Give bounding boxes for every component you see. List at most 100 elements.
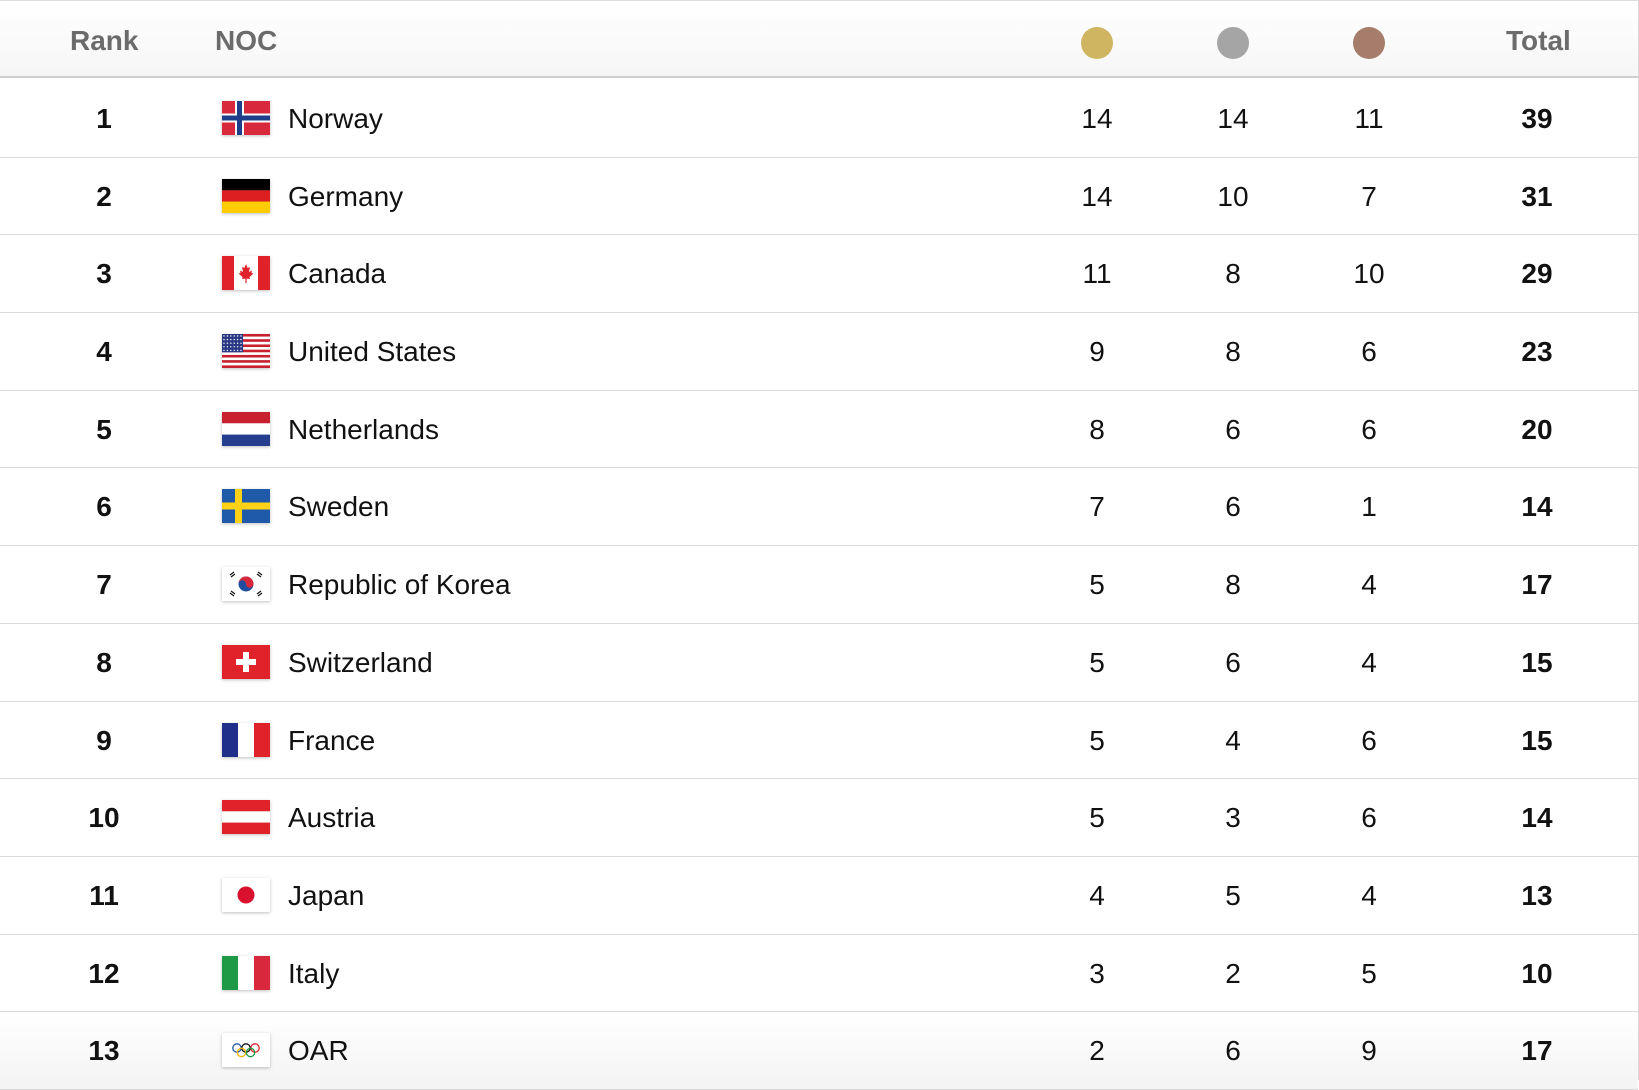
rank-cell: 7 xyxy=(96,569,112,601)
gold-count: 7 xyxy=(1089,491,1105,523)
bronze-count: 6 xyxy=(1361,336,1377,368)
rank-cell: 4 xyxy=(96,336,112,368)
noc-column-header[interactable]: NOC xyxy=(215,25,278,56)
table-row[interactable]: 10 Austria 5 3 6 14 xyxy=(0,779,1638,857)
bronze-count: 11 xyxy=(1354,103,1384,134)
country-name[interactable]: Sweden xyxy=(288,491,390,523)
france-flag-icon xyxy=(222,722,270,757)
silver-count: 8 xyxy=(1225,336,1241,368)
bronze-count: 10 xyxy=(1353,258,1385,290)
total-count: 23 xyxy=(1521,336,1553,368)
bronze-count: 5 xyxy=(1361,957,1377,989)
gold-count: 5 xyxy=(1089,724,1105,756)
table-row[interactable]: 3 Canada 11 8 10 29 xyxy=(0,235,1638,314)
country-name[interactable]: United States xyxy=(288,336,457,368)
silver-count: 2 xyxy=(1225,957,1241,989)
gold-count: 5 xyxy=(1089,802,1105,834)
rank-column-header[interactable]: Rank xyxy=(70,25,139,56)
bronze-count: 6 xyxy=(1361,724,1377,756)
silver-count: 5 xyxy=(1225,879,1241,911)
table-row[interactable]: 1 Norway 14 14 11 39 xyxy=(0,80,1638,158)
rank-cell: 8 xyxy=(96,646,112,678)
bronze-count: 9 xyxy=(1361,1035,1377,1067)
rank-cell: 3 xyxy=(96,258,112,290)
silver-count: 6 xyxy=(1225,413,1241,445)
gold-count: 4 xyxy=(1089,879,1105,911)
total-column-header[interactable]: Total xyxy=(1506,25,1571,56)
table-row[interactable]: 6 Sweden 7 6 1 14 xyxy=(0,468,1638,547)
country-name[interactable]: Republic of Korea xyxy=(288,569,511,601)
rank-cell: 13 xyxy=(88,1035,120,1067)
table-row[interactable]: 13 OAR 2 6 9 17 xyxy=(0,1012,1638,1090)
netherlands-flag-icon xyxy=(222,411,270,446)
norway-flag-icon xyxy=(222,101,270,135)
germany-flag-icon xyxy=(222,178,270,213)
table-row[interactable]: 4 United States 9 8 6 23 xyxy=(0,313,1638,391)
bronze-count: 4 xyxy=(1361,879,1377,911)
bronze-count: 4 xyxy=(1361,569,1377,601)
silver-count: 8 xyxy=(1225,258,1241,290)
gold-medal-icon[interactable] xyxy=(1081,27,1113,59)
total-count: 20 xyxy=(1521,413,1553,445)
gold-count: 3 xyxy=(1089,957,1105,989)
table-row[interactable]: 7 Republic of Korea 5 8 4 17 xyxy=(0,546,1638,624)
country-name[interactable]: France xyxy=(288,724,376,756)
table-body: 1 Norway 14 14 11 39 2 Germany 14 10 7 3… xyxy=(0,80,1638,1090)
total-count: 15 xyxy=(1521,646,1553,678)
total-count: 10 xyxy=(1521,957,1553,989)
country-name[interactable]: Switzerland xyxy=(288,646,433,678)
table-header: Rank NOC Total xyxy=(0,0,1638,78)
country-name[interactable]: Austria xyxy=(288,802,376,834)
country-name[interactable]: Japan xyxy=(288,879,365,911)
silver-count: 14 xyxy=(1217,103,1249,134)
sweden-flag-icon xyxy=(222,489,270,524)
japan-flag-icon xyxy=(222,877,270,912)
table-row[interactable]: 8 Switzerland 5 6 4 15 xyxy=(0,623,1638,702)
bronze-count: 1 xyxy=(1361,491,1377,523)
country-name[interactable]: Italy xyxy=(288,957,340,989)
gold-count: 2 xyxy=(1089,1035,1105,1067)
total-count: 31 xyxy=(1521,180,1553,212)
silver-count: 6 xyxy=(1225,646,1241,678)
table-row[interactable]: 9 France 5 4 6 15 xyxy=(0,701,1638,780)
gold-count: 14 xyxy=(1081,103,1113,134)
rank-cell: 9 xyxy=(96,724,112,756)
table-row[interactable]: 5 Netherlands 8 6 6 20 xyxy=(0,390,1638,469)
rank-cell: 11 xyxy=(89,879,119,911)
table-row[interactable]: 11 Japan 4 5 4 13 xyxy=(0,856,1638,935)
gold-count: 5 xyxy=(1089,646,1105,678)
silver-count: 3 xyxy=(1225,802,1241,834)
italy-flag-icon xyxy=(222,955,270,990)
total-count: 14 xyxy=(1521,491,1553,523)
country-name[interactable]: Canada xyxy=(288,258,387,290)
rank-cell: 12 xyxy=(88,957,120,989)
country-name[interactable]: Norway xyxy=(288,103,383,134)
silver-count: 8 xyxy=(1225,569,1241,601)
olympic-rings-flag-icon xyxy=(222,1033,270,1068)
silver-medal-icon[interactable] xyxy=(1217,27,1249,59)
bronze-count: 4 xyxy=(1361,646,1377,678)
bronze-count: 7 xyxy=(1361,180,1377,212)
silver-count: 4 xyxy=(1225,724,1241,756)
country-name[interactable]: OAR xyxy=(288,1035,349,1067)
gold-count: 14 xyxy=(1081,180,1113,212)
korea-flag-icon xyxy=(222,567,270,602)
table-row[interactable]: 2 Germany 14 10 7 31 xyxy=(0,157,1638,236)
rank-cell: 2 xyxy=(96,180,112,212)
gold-count: 11 xyxy=(1082,258,1112,290)
silver-count: 6 xyxy=(1225,1035,1241,1067)
canada-flag-icon xyxy=(222,256,270,291)
country-name[interactable]: Netherlands xyxy=(288,413,439,445)
table-row[interactable]: 12 Italy 3 2 5 10 xyxy=(0,934,1638,1013)
silver-count: 10 xyxy=(1217,180,1249,212)
united-states-flag-icon xyxy=(222,334,270,369)
rank-cell: 5 xyxy=(96,413,112,445)
austria-flag-icon xyxy=(222,800,270,835)
switzerland-flag-icon xyxy=(222,644,270,679)
total-count: 15 xyxy=(1521,724,1553,756)
total-count: 39 xyxy=(1521,103,1553,134)
country-name[interactable]: Germany xyxy=(288,180,404,212)
bronze-medal-icon[interactable] xyxy=(1353,27,1385,59)
total-count: 14 xyxy=(1521,802,1553,834)
